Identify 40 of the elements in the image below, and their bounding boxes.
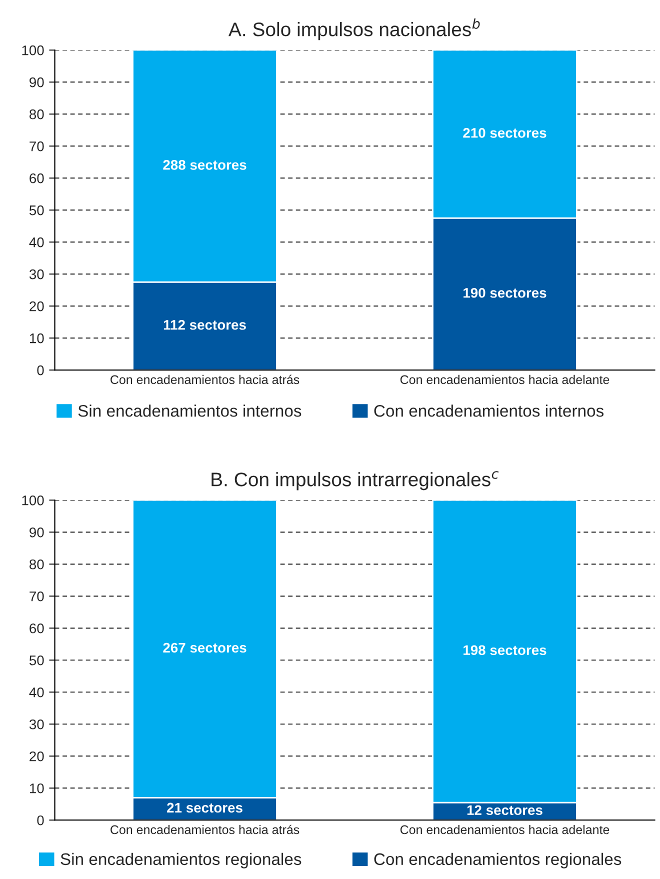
chart-title: B. Con impulsos intrarregionales$^{c}$ [212,471,499,490]
annotation: 21 sectores [167,802,242,813]
annotation: 288 sectores [163,160,246,170]
x-tick-label: Con encadenamientos hacia atrás [110,374,300,384]
y-tick-label: 60 [30,173,44,184]
y-tick-label: 100 [22,45,44,56]
y-tick-label: 20 [30,751,44,762]
y-tick-label: 70 [30,591,44,602]
y-tick-label: 20 [30,301,44,312]
y-tick-label: 50 [29,205,44,216]
legend-label: Con encadenamientos internos [374,404,604,417]
legend-label: Sin encadenamientos internos [78,404,302,417]
y-tick-label: 30 [29,719,44,730]
y-tick-label: 10 [30,333,44,344]
y-tick-label: 70 [30,141,44,152]
x-tick-label: Con encadenamientos hacia adelante [400,824,610,834]
annotation: 210 sectores [463,128,546,138]
y-tick-label: 10 [30,783,44,794]
x-tick-label: Con encadenamientos hacia atrás [110,824,300,834]
annotation: 267 sectores [163,642,246,653]
y-tick-label: 0 [37,365,44,376]
y-tick-label: 80 [30,109,44,120]
legend-label: Sin encadenamientos regionales [60,852,302,868]
y-tick-label: 80 [30,559,44,570]
chart-title: A. Solo impulsos nacionales$^{b}$ [228,18,480,40]
annotation: 198 sectores [464,645,546,656]
annotation: 190 sectores [464,288,546,298]
annotation: 112 sectores [164,320,246,330]
y-tick-label: 60 [30,623,44,634]
y-tick-label: 30 [29,269,44,280]
y-tick-label: 90 [30,527,44,538]
y-tick-label: 40 [29,237,44,248]
y-tick-label: 40 [29,687,44,698]
y-tick-label: 100 [22,495,44,506]
y-tick-label: 90 [30,77,44,88]
x-tick-label: Con encadenamientos hacia adelante [400,374,610,384]
legend-label: Con encadenamientos regionales [374,852,622,868]
annotation: 12 sectores [467,805,542,816]
y-tick-label: 50 [29,655,44,666]
y-tick-label: 0 [37,815,44,826]
